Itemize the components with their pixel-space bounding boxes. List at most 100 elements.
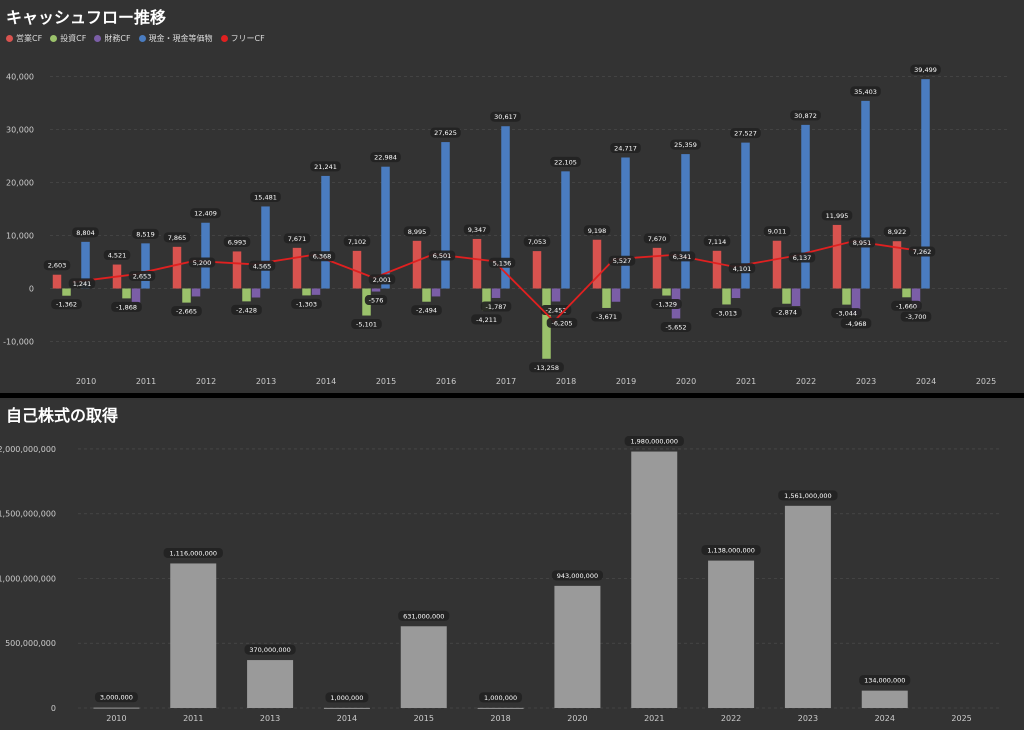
data-label-bg bbox=[43, 260, 71, 271]
bar-2 bbox=[491, 288, 501, 298]
bar-2 bbox=[371, 288, 381, 292]
free-cf-label-bg bbox=[608, 255, 636, 266]
y-tick-label: 2,000,000,000 bbox=[0, 445, 56, 454]
data-label: 8,995 bbox=[408, 228, 427, 236]
bar-3 bbox=[141, 243, 150, 289]
free-cf-label-bg bbox=[188, 257, 216, 268]
bar-3 bbox=[501, 126, 510, 289]
data-label-bg bbox=[351, 319, 382, 330]
data-label-bg bbox=[163, 232, 191, 243]
buyback-label-bg bbox=[163, 547, 223, 558]
buyback-label-bg bbox=[325, 692, 369, 703]
legend-label: 現金・現金等価物 bbox=[148, 33, 213, 43]
legend-dot-icon bbox=[6, 34, 13, 42]
free-cf-label: 5,200 bbox=[193, 259, 212, 267]
free-cf-label-bg bbox=[668, 251, 696, 262]
x-tick-label: 2013 bbox=[256, 377, 276, 386]
data-label-bg bbox=[891, 300, 922, 311]
data-label-bg bbox=[771, 307, 802, 318]
data-label-bg bbox=[430, 127, 461, 138]
legend-dot-icon bbox=[138, 34, 146, 42]
x-tick-label: 2017 bbox=[496, 377, 516, 386]
free-cf-label: 5,136 bbox=[493, 259, 512, 267]
x-tick-label: 2011 bbox=[136, 377, 156, 386]
bar-0 bbox=[832, 224, 842, 289]
buyback-chart-svg: 2,000,000,000 1,500,000,000 1,000,000,000 5… bbox=[0, 436, 1000, 723]
x-tick-label: 2018 bbox=[556, 377, 576, 386]
buyback-label: 1,980,000,000 bbox=[630, 438, 678, 446]
data-label-bg bbox=[310, 161, 341, 172]
data-label: 24,717 bbox=[614, 144, 637, 152]
free-cf-label: 5,527 bbox=[613, 257, 632, 265]
data-label-bg bbox=[291, 298, 322, 309]
bar-1 bbox=[662, 288, 671, 296]
data-label-bg bbox=[51, 299, 82, 310]
buyback-bar bbox=[554, 585, 601, 708]
buyback-label-bg bbox=[778, 490, 838, 501]
buyback-bar bbox=[93, 707, 140, 709]
free-cf-label-bg bbox=[546, 317, 578, 328]
data-label: -13,258 bbox=[534, 364, 559, 372]
legend-dot-icon bbox=[94, 34, 102, 42]
data-label-bg bbox=[250, 191, 281, 202]
bar-2 bbox=[791, 288, 801, 306]
buyback-label-bg bbox=[624, 436, 684, 447]
x-tick-label: 2011 bbox=[183, 714, 203, 723]
bar-1 bbox=[422, 288, 431, 302]
bar-1 bbox=[242, 288, 251, 302]
buyback-label: 370,000,000 bbox=[249, 646, 290, 654]
x-tick-label: 2022 bbox=[721, 714, 741, 723]
data-label: -1,868 bbox=[116, 303, 137, 311]
data-label-bg bbox=[480, 301, 512, 312]
cashflow-legend: 営業CF 投資CF 財務CF 現金・現金等価物 フリーCF bbox=[6, 32, 265, 44]
data-label: 2,603 bbox=[48, 262, 67, 270]
data-label-bg bbox=[591, 311, 622, 322]
cashflow-chart-panel: キャッシュフロー推移 営業CF 投資CF 財務CF 現金・現金等価物 フリーCF 40,… bbox=[0, 0, 1024, 393]
bar-1 bbox=[542, 288, 551, 359]
x-tick-label: 2019 bbox=[616, 377, 636, 386]
buyback-label: 1,561,000,000 bbox=[784, 492, 832, 500]
data-label-bg bbox=[283, 233, 311, 244]
data-label-bg bbox=[703, 236, 731, 247]
buyback-bar bbox=[247, 660, 294, 708]
data-label: 12,409 bbox=[194, 210, 217, 218]
bar-2 bbox=[191, 288, 201, 297]
x-tick-label: 2014 bbox=[316, 377, 336, 386]
bar-3 bbox=[921, 79, 930, 289]
bar-3 bbox=[861, 100, 870, 289]
data-label: -1,303 bbox=[296, 300, 317, 308]
bar-2 bbox=[131, 288, 141, 303]
free-cf-label-bg bbox=[728, 263, 756, 274]
buyback-bar bbox=[631, 451, 678, 708]
data-label-bg bbox=[523, 236, 551, 247]
data-label: -5,101 bbox=[356, 321, 377, 329]
bar-0 bbox=[772, 240, 782, 289]
data-label: 8,519 bbox=[136, 230, 155, 238]
legend-label: 財務CF bbox=[104, 33, 131, 43]
bar-3 bbox=[81, 241, 90, 289]
data-label-bg bbox=[190, 208, 221, 219]
bar-0 bbox=[592, 239, 602, 289]
bar-3 bbox=[321, 175, 330, 289]
buyback-chart-title: 自己株式の取得 bbox=[6, 406, 119, 425]
free-cf-label-bg bbox=[908, 246, 936, 257]
data-label-bg bbox=[364, 295, 388, 306]
data-label: 22,105 bbox=[554, 158, 577, 166]
bar-0 bbox=[472, 238, 482, 289]
free-cf-label-bg bbox=[68, 278, 96, 289]
bar-2 bbox=[551, 288, 561, 302]
x-tick-label: 2018 bbox=[490, 714, 510, 723]
free-cf-label-bg bbox=[488, 257, 516, 268]
buyback-bar bbox=[477, 707, 524, 709]
data-label-bg bbox=[583, 225, 611, 236]
data-label: -1,362 bbox=[56, 301, 77, 309]
buyback-label-bg bbox=[94, 692, 138, 703]
free-cf-label: 7,262 bbox=[913, 248, 932, 256]
y-tick-label: 10,000 bbox=[6, 232, 34, 241]
x-tick-label: 2021 bbox=[736, 377, 756, 386]
bar-3 bbox=[201, 222, 210, 289]
data-label: -5,652 bbox=[666, 323, 687, 331]
data-label: 15,481 bbox=[254, 193, 277, 201]
data-label: -2,494 bbox=[416, 307, 437, 315]
data-label-bg bbox=[730, 128, 761, 139]
